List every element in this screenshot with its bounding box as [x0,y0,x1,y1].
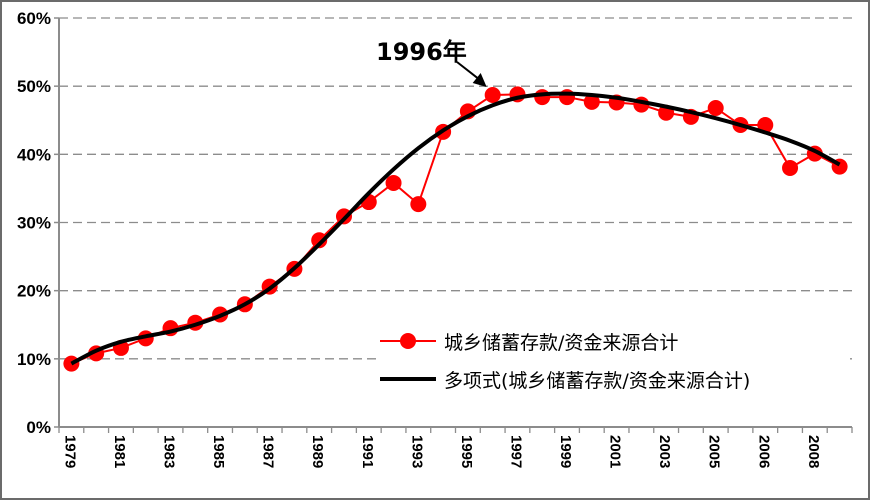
y-tick-label: 40% [17,145,51,164]
data-point [757,117,774,134]
legend-item-polynomial: 多项式(城乡储蓄存款/资金来源合计) [380,364,750,394]
data-point [410,196,427,213]
legend-label-savings: 城乡储蓄存款/资金来源合计 [444,331,679,354]
arrowhead-icon [472,73,487,88]
y-tick-label: 20% [17,282,51,301]
x-tick-label: 2003 [656,435,673,468]
x-tick-label: 1981 [111,435,128,468]
y-tick-label: 10% [17,350,51,369]
x-tick-label: 1991 [359,435,376,468]
data-point [782,159,799,176]
data-point [534,89,551,106]
legend-marker-black-line-icon [380,377,436,381]
y-tick-label: 30% [17,214,51,233]
data-point [385,174,402,191]
data-point [707,99,724,116]
y-tick-label: 50% [17,77,51,96]
x-tick-label: 1985 [210,435,227,468]
x-tick-label: 1983 [161,435,178,468]
x-tick-label: 1979 [61,435,78,468]
x-tick-label: 1995 [458,435,475,468]
x-tick-label: 1999 [557,435,574,468]
x-tick-label: 2001 [607,435,624,468]
trendline-polynomial [70,91,841,366]
legend: 城乡储蓄存款/资金来源合计 多项式(城乡储蓄存款/资金来源合计) [380,324,850,396]
y-tick-label: 0% [26,418,51,437]
data-point [311,232,328,249]
x-tick-label: 2006 [755,435,772,468]
x-tick-label: 1989 [309,435,326,468]
x-tick-label: 2005 [706,435,723,468]
x-tick-label: 1997 [507,435,524,468]
legend-item-savings: 城乡储蓄存款/资金来源合计 [380,326,678,356]
annotation-1996: 1996年 [376,38,467,66]
x-tick-label: 2008 [805,435,822,468]
legend-marker-red-circle-icon [380,333,436,349]
data-point [559,89,576,106]
legend-label-polynomial: 多项式(城乡储蓄存款/资金来源合计) [444,369,751,392]
x-tick-label: 1987 [260,435,277,468]
data-point [583,93,600,110]
x-tick-label: 1993 [408,435,425,468]
data-point [484,87,501,104]
y-tick-label: 60% [17,9,51,28]
